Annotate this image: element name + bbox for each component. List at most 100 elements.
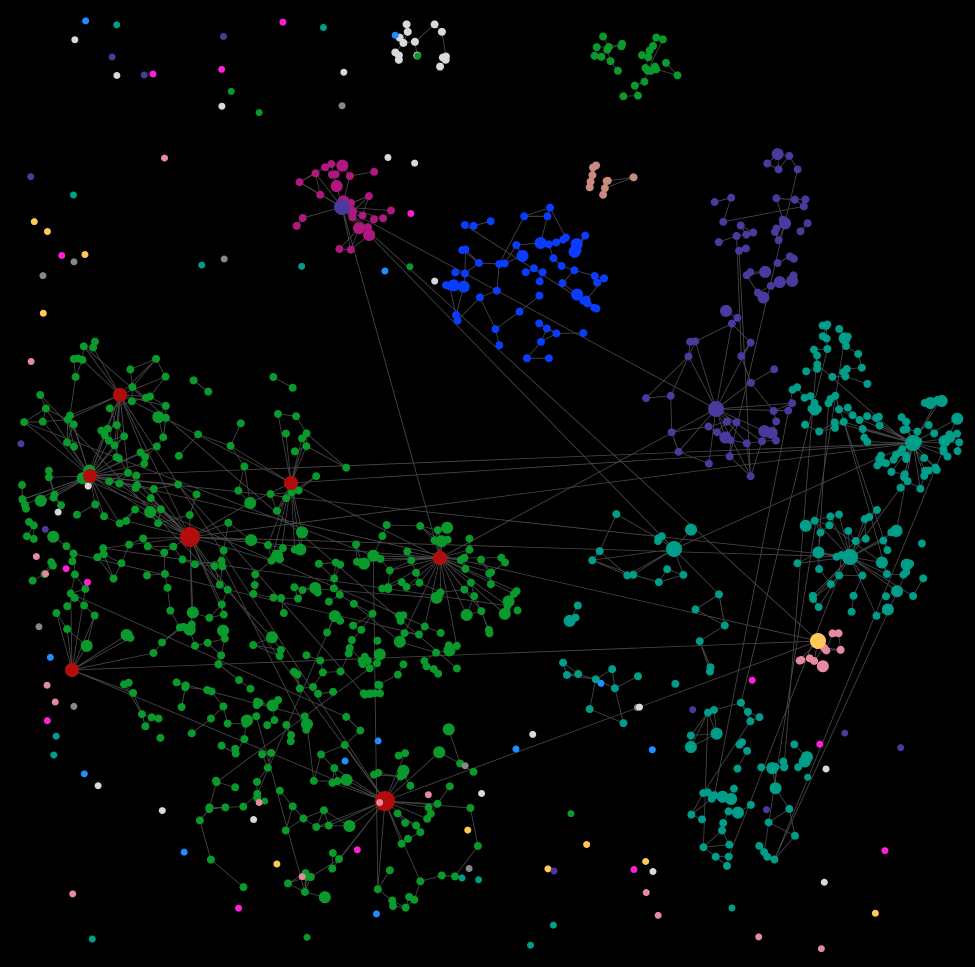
graph-node[interactable] [340, 741, 349, 750]
graph-node[interactable] [275, 652, 284, 661]
graph-node[interactable] [857, 363, 866, 372]
isolated-node[interactable] [748, 676, 756, 684]
graph-node[interactable] [100, 512, 109, 521]
graph-node[interactable] [327, 160, 336, 169]
graph-node[interactable] [773, 259, 782, 268]
graph-node[interactable] [221, 803, 230, 812]
graph-node[interactable] [796, 227, 805, 236]
graph-node[interactable] [131, 505, 140, 514]
graph-node[interactable] [402, 20, 411, 29]
graph-node[interactable] [588, 171, 597, 180]
graph-node[interactable] [149, 648, 158, 657]
graph-node[interactable] [771, 148, 784, 161]
isolated-node[interactable] [218, 65, 226, 73]
graph-node[interactable] [231, 749, 240, 758]
graph-node[interactable] [287, 488, 296, 497]
graph-node[interactable] [437, 27, 446, 36]
graph-node[interactable] [773, 276, 786, 289]
graph-node[interactable] [552, 238, 561, 247]
graph-node[interactable] [206, 714, 215, 723]
graph-node[interactable] [364, 192, 373, 201]
graph-node[interactable] [790, 740, 799, 749]
graph-node[interactable] [579, 329, 588, 338]
graph-node[interactable] [687, 810, 696, 819]
isolated-node[interactable] [158, 807, 166, 815]
hub-node[interactable] [708, 401, 724, 417]
graph-node[interactable] [373, 659, 382, 668]
graph-node[interactable] [250, 581, 259, 590]
graph-node[interactable] [296, 526, 309, 539]
graph-node[interactable] [617, 42, 626, 51]
graph-node[interactable] [172, 678, 181, 687]
graph-node[interactable] [769, 782, 782, 795]
graph-node[interactable] [207, 687, 216, 696]
isolated-node[interactable] [597, 679, 605, 687]
graph-node[interactable] [699, 843, 708, 852]
graph-node[interactable] [401, 903, 410, 912]
graph-node[interactable] [239, 802, 248, 811]
graph-node[interactable] [115, 519, 124, 528]
graph-node[interactable] [393, 809, 402, 818]
graph-node[interactable] [570, 266, 579, 275]
graph-node[interactable] [469, 221, 478, 230]
graph-node[interactable] [612, 510, 621, 519]
graph-node[interactable] [140, 459, 149, 468]
graph-node[interactable] [347, 635, 356, 644]
graph-node[interactable] [460, 221, 469, 230]
graph-node[interactable] [535, 319, 544, 328]
graph-node[interactable] [63, 625, 72, 634]
isolated-node[interactable] [341, 757, 349, 765]
graph-node[interactable] [788, 399, 797, 408]
graph-node[interactable] [410, 37, 419, 46]
graph-node[interactable] [473, 841, 482, 850]
graph-node[interactable] [588, 556, 597, 565]
graph-node[interactable] [330, 180, 343, 193]
isolated-node[interactable] [32, 553, 40, 561]
graph-node[interactable] [364, 223, 373, 232]
graph-node[interactable] [814, 405, 823, 414]
graph-node[interactable] [593, 278, 602, 287]
graph-node[interactable] [849, 591, 858, 600]
graph-node[interactable] [714, 238, 723, 247]
isolated-node[interactable] [180, 848, 188, 856]
graph-node[interactable] [120, 432, 129, 441]
isolated-node[interactable] [39, 309, 47, 317]
isolated-node[interactable] [871, 909, 879, 917]
graph-node[interactable] [816, 528, 825, 537]
isolated-node[interactable] [648, 746, 656, 754]
graph-node[interactable] [295, 684, 304, 693]
graph-node[interactable] [546, 203, 555, 212]
graph-node[interactable] [122, 516, 131, 525]
graph-node[interactable] [295, 178, 304, 187]
graph-node[interactable] [117, 559, 126, 568]
graph-node[interactable] [363, 229, 376, 242]
graph-node[interactable] [630, 81, 639, 90]
graph-node[interactable] [813, 364, 822, 373]
graph-node[interactable] [830, 418, 839, 427]
graph-node[interactable] [562, 670, 571, 679]
graph-node[interactable] [219, 702, 228, 711]
isolated-node[interactable] [475, 876, 483, 884]
graph-node[interactable] [191, 560, 200, 569]
graph-node[interactable] [365, 664, 374, 673]
graph-node[interactable] [706, 663, 715, 672]
graph-node[interactable] [311, 169, 320, 178]
graph-node[interactable] [733, 313, 742, 322]
graph-node[interactable] [358, 660, 367, 669]
isolated-node[interactable] [338, 102, 346, 110]
graph-node[interactable] [673, 71, 682, 80]
graph-node[interactable] [512, 241, 521, 250]
graph-node[interactable] [152, 354, 161, 363]
graph-node[interactable] [606, 57, 615, 66]
graph-node[interactable] [80, 639, 93, 652]
isolated-node[interactable] [549, 921, 557, 929]
isolated-node[interactable] [69, 191, 77, 199]
hub-node[interactable] [810, 633, 826, 649]
isolated-node[interactable] [273, 860, 281, 868]
graph-node[interactable] [939, 445, 948, 454]
graph-node[interactable] [133, 481, 142, 490]
graph-node[interactable] [920, 453, 929, 462]
graph-node[interactable] [839, 417, 848, 426]
graph-node[interactable] [485, 569, 494, 578]
graph-node[interactable] [62, 542, 71, 551]
